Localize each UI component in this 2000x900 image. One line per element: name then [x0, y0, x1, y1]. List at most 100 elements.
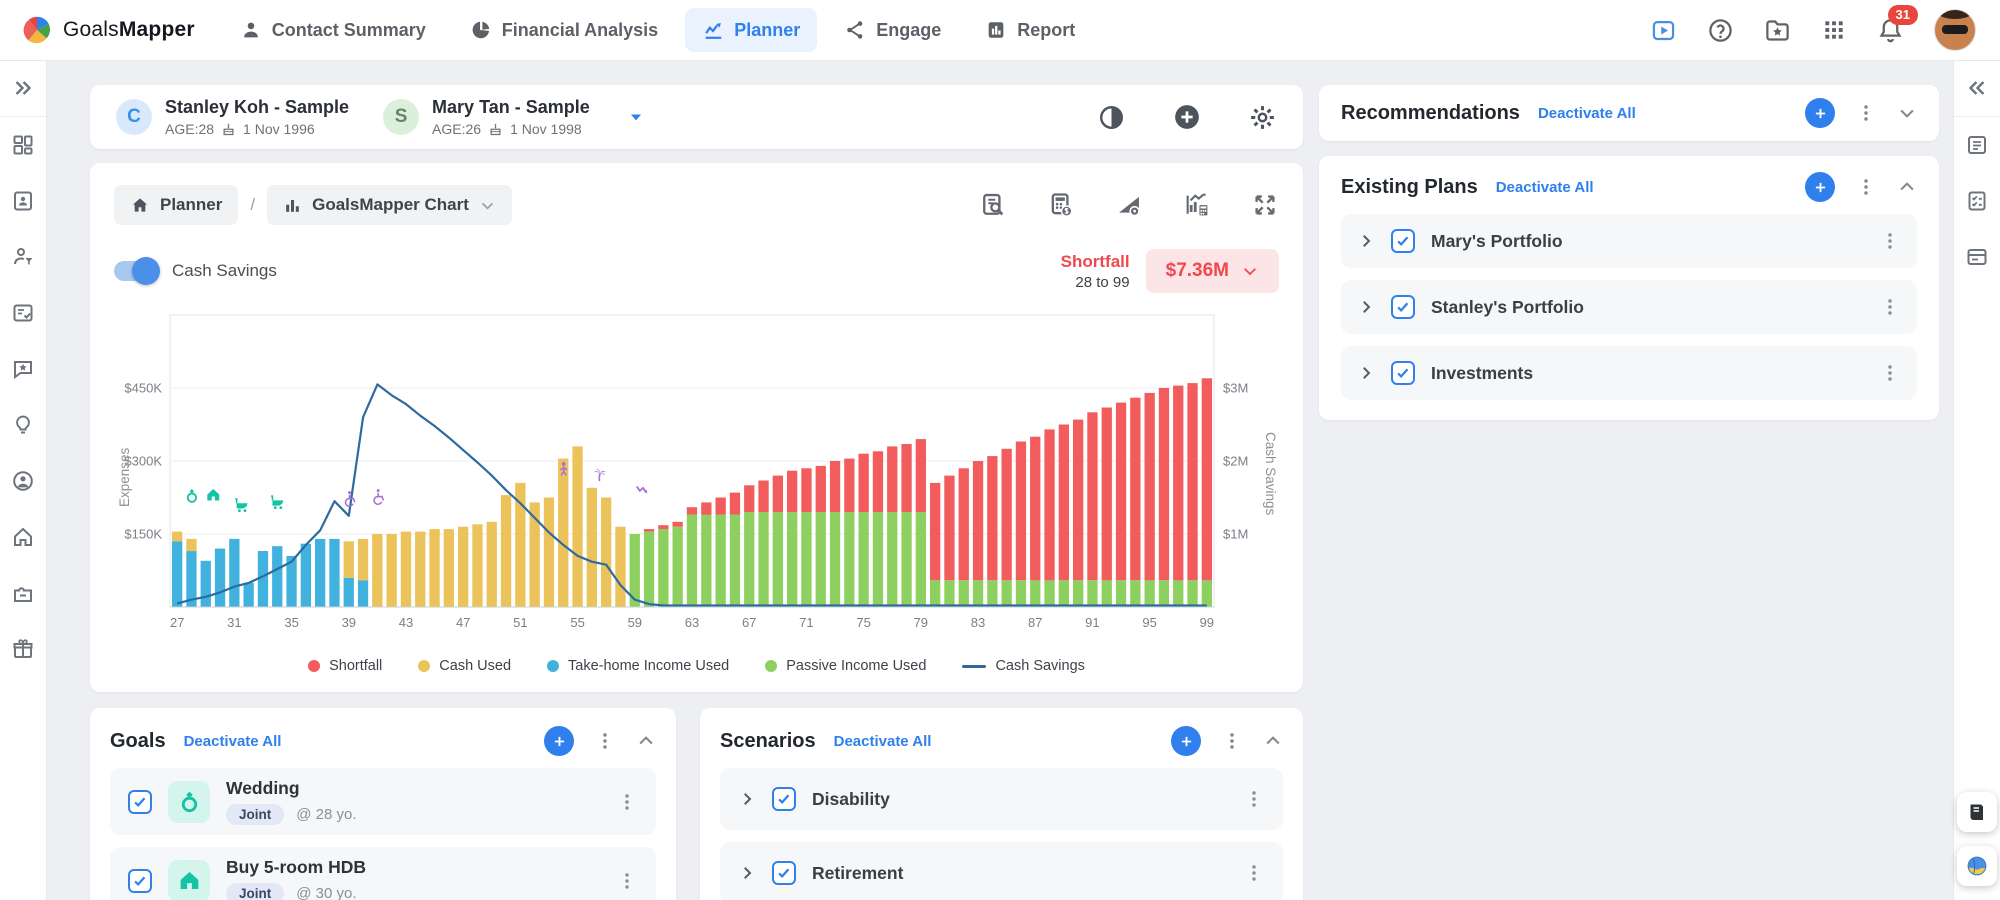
expand-chevron-icon[interactable] [1357, 298, 1381, 316]
plan-more-menu[interactable] [1879, 230, 1901, 252]
plan-more-menu[interactable] [1879, 296, 1901, 318]
home-icon[interactable] [0, 509, 47, 565]
scenarios-add-button[interactable] [1171, 726, 1201, 756]
client-1[interactable]: C Stanley Koh - Sample AGE:28 1 Nov 1996 [116, 97, 349, 137]
cashflow-calculator-button[interactable] [1047, 191, 1075, 219]
book-icon[interactable] [1957, 792, 1997, 832]
contact-file-icon[interactable] [0, 173, 47, 229]
svg-text:$2M: $2M [1223, 454, 1248, 469]
nav-tab-report[interactable]: Report [968, 8, 1092, 52]
idea-bulb-icon[interactable] [0, 397, 47, 453]
goals-collapse-toggle[interactable] [636, 731, 656, 751]
legend-item: Cash Used [418, 658, 511, 674]
goal-more-menu[interactable] [616, 870, 638, 892]
scenarios-collapse-toggle[interactable] [1263, 731, 1283, 751]
recommendations-collapse-toggle[interactable] [1897, 103, 1917, 123]
blocks-icon[interactable] [0, 565, 47, 621]
notes-icon[interactable] [1954, 117, 2000, 173]
nav-tab-financial-analysis[interactable]: Financial Analysis [453, 8, 675, 52]
saved-folder-button[interactable] [1764, 17, 1791, 44]
scenario-checkbox[interactable] [772, 861, 796, 885]
existing-plans-collapse-toggle[interactable] [1897, 177, 1917, 197]
plan-checkbox[interactable] [1391, 361, 1415, 385]
expand-chevron-icon[interactable] [1357, 364, 1381, 382]
globe-icon[interactable] [1957, 846, 1997, 886]
rewards-gift-icon[interactable] [0, 621, 47, 677]
apps-grid-button[interactable] [1821, 17, 1847, 43]
collapse-panel-icon[interactable] [1954, 60, 2000, 116]
goals-panel: Goals Deactivate All Wedding Joint @ 28 yo… [90, 708, 676, 900]
form-check-icon[interactable] [0, 285, 47, 341]
breadcrumb-chart-select[interactable]: GoalsMapper Chart [267, 185, 512, 225]
chart-calculator-button[interactable] [1183, 191, 1211, 219]
scenarios-more-menu[interactable] [1221, 730, 1243, 752]
shortfall-amount-dropdown[interactable]: $7.36M [1145, 249, 1279, 293]
review-star-icon[interactable] [0, 341, 47, 397]
scenario-item[interactable]: Retirement [720, 842, 1283, 900]
svg-text:51: 51 [513, 615, 527, 630]
scenario-item[interactable]: Disability [720, 768, 1283, 830]
ramp-settings-button[interactable] [1115, 191, 1143, 219]
video-tutorial-button[interactable] [1650, 17, 1677, 44]
goal-item[interactable]: Buy 5-room HDB Joint @ 30 yo. [110, 847, 656, 900]
expand-chevron-icon[interactable] [1357, 232, 1381, 250]
cash-savings-toggle[interactable] [114, 257, 160, 285]
goal-item[interactable]: Wedding Joint @ 28 yo. [110, 768, 656, 835]
brand-logo[interactable]: GoalsMapper [0, 15, 223, 45]
chart-card: Planner / GoalsMapper Chart Cash Savings… [90, 163, 1303, 692]
goal-checkbox[interactable] [128, 868, 152, 893]
profile-icon[interactable] [0, 453, 47, 509]
add-button[interactable] [1172, 102, 1202, 132]
home-icon [130, 195, 150, 215]
clients-dropdown-caret[interactable] [626, 107, 646, 127]
recommendations-add-button[interactable] [1805, 98, 1835, 128]
existing-plans-add-button[interactable] [1805, 172, 1835, 202]
nav-tab-planner[interactable]: Planner [685, 8, 818, 52]
expand-chevron-icon[interactable] [738, 864, 762, 882]
breadcrumb-planner[interactable]: Planner [114, 185, 239, 225]
expand-sidebar-icon[interactable] [0, 60, 47, 116]
recommendations-more-menu[interactable] [1855, 102, 1877, 124]
existing-plans-deactivate-all-link[interactable]: Deactivate All [1495, 178, 1594, 196]
recommendations-header-actions [1805, 98, 1917, 128]
recommendations-title: Recommendations [1341, 101, 1520, 124]
goal-checkbox[interactable] [128, 789, 152, 814]
checklist-icon[interactable] [1954, 173, 2000, 229]
help-button[interactable] [1707, 17, 1734, 44]
notifications-bell-button[interactable]: 31 [1877, 4, 1918, 44]
existing-plan-item[interactable]: Mary's Portfolio [1341, 214, 1917, 268]
lead-filter-icon[interactable] [0, 229, 47, 285]
report-preview-button[interactable] [979, 191, 1007, 219]
plan-more-menu[interactable] [1879, 362, 1901, 384]
dashboard-icon[interactable] [0, 117, 47, 173]
user-avatar[interactable] [1934, 9, 1976, 51]
svg-text:39: 39 [342, 615, 356, 630]
person-icon [240, 19, 262, 41]
scenario-more-menu[interactable] [1243, 788, 1265, 810]
expand-chevron-icon[interactable] [738, 790, 762, 808]
plan-checkbox[interactable] [1391, 229, 1415, 253]
fullscreen-button[interactable] [1251, 191, 1279, 219]
goalsmapper-chart[interactable]: $150K $300K $450K $1M $2M $3M Expenses Cash Sav… [114, 305, 1279, 650]
existing-plan-item[interactable]: Stanley's Portfolio [1341, 280, 1917, 334]
nav-tab-engage[interactable]: Engage [827, 8, 958, 52]
goal-more-menu[interactable] [616, 791, 638, 813]
goals-more-menu[interactable] [594, 730, 616, 752]
client-1-name: Stanley Koh - Sample [165, 97, 350, 117]
cards-icon[interactable] [1954, 229, 2000, 285]
plan-checkbox[interactable] [1391, 295, 1415, 319]
recommendations-deactivate-all-link[interactable]: Deactivate All [1537, 104, 1636, 122]
existing-plan-item[interactable]: Investments [1341, 346, 1917, 400]
presentation-mode-button[interactable] [1097, 103, 1126, 132]
nav-tab-contact-summary[interactable]: Contact Summary [223, 8, 443, 52]
legend-item: Shortfall [308, 658, 382, 674]
goals-add-button[interactable] [544, 726, 574, 756]
client-2[interactable]: S Mary Tan - Sample AGE:26 1 Nov 1998 [383, 97, 590, 137]
existing-plans-more-menu[interactable] [1855, 176, 1877, 198]
scenarios-deactivate-all-link[interactable]: Deactivate All [833, 732, 932, 750]
scenario-more-menu[interactable] [1243, 862, 1265, 884]
goals-deactivate-all-link[interactable]: Deactivate All [183, 732, 282, 750]
scenario-checkbox[interactable] [772, 787, 796, 811]
svg-text:35: 35 [284, 615, 298, 630]
settings-gear-button[interactable] [1248, 103, 1277, 132]
